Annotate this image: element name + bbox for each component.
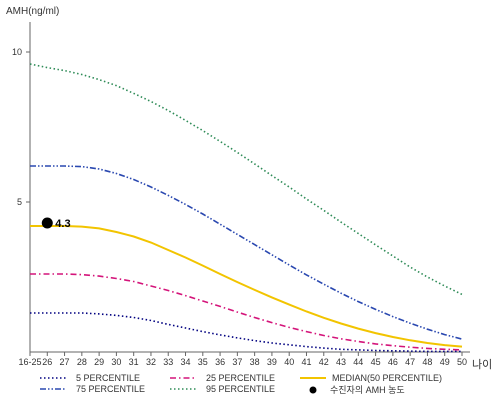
x-tick-label: 29 [94,357,104,367]
x-tick-label: 33 [163,357,173,367]
x-tick-label: 16-25 [18,357,41,367]
legend-label: 25 PERCENTILE [206,373,275,383]
series-line-4 [30,165,463,340]
x-tick-label: 49 [440,357,450,367]
series-line-1 [30,312,462,353]
x-tick-label: 28 [77,357,87,367]
x-tick-label: 47 [405,357,415,367]
x-tick-label: 30 [111,357,121,367]
legend-label: 95 PERCENTILE [206,384,275,394]
x-tick-label: 44 [353,357,363,367]
legend-label: 5 PERCENTILE [76,373,140,383]
y-tick-label: 10 [12,47,22,57]
series-line-2 [30,273,463,351]
series-line-5 [29,63,463,296]
x-tick-label: 26 [42,357,52,367]
x-tick-label: 42 [319,357,329,367]
patient-amh-point [41,217,53,229]
x-ticks: 16-25 26 27 28 29 30 31 32 33 34 35 36 37 38 39 40 41 42 4… [18,352,467,367]
x-tick-label: 45 [371,357,381,367]
x-tick-label: 43 [336,357,346,367]
x-tick-label: 46 [388,357,398,367]
legend-label: MEDIAN(50 PERCENTILE) [332,373,442,383]
x-tick-label: 32 [146,357,156,367]
legend-marker-label: 수진자의 AMH 농도 [330,385,405,395]
x-tick-label: 48 [422,357,432,367]
legend: 5 PERCENTILE 25 PERCENTILE MEDIAN(50 PERCE… [40,373,442,395]
x-tick-label: 31 [129,357,139,367]
x-tick-label: 37 [232,357,242,367]
legend-marker-dot [309,386,317,394]
patient-amh-value: 4.3 [55,218,70,230]
x-tick-label: 38 [250,357,260,367]
series-line-3 [30,225,463,348]
annotation: 4.3 [41,217,71,230]
x-tick-label: 50 [457,357,467,367]
y-tick-label: 5 [17,197,22,207]
x-tick-label: 39 [267,357,277,367]
y-axis-label: AMH(ng/ml) [6,6,59,17]
x-axis-label: 나이 [472,358,492,371]
x-tick-label: 27 [60,357,70,367]
series-lines [29,63,463,353]
legend-label: 75 PERCENTILE [76,384,145,394]
x-tick-label: 36 [215,357,225,367]
x-tick-label: 41 [301,357,311,367]
x-tick-label: 34 [181,357,191,367]
x-tick-label: 35 [198,357,208,367]
x-tick-label: 40 [284,357,294,367]
y-ticks: 5 10 [12,47,30,207]
